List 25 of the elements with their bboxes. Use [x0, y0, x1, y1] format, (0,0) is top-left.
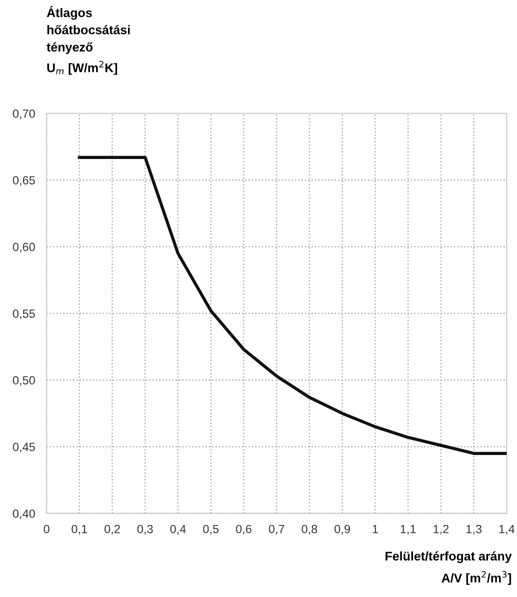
x-tick-label: 0,6	[236, 524, 252, 535]
x-tick-label: 0,8	[302, 524, 318, 535]
x-tick-label: 1,4	[499, 524, 515, 535]
x-tick-label: 0,7	[268, 524, 284, 535]
y-tick-label: 0,40	[12, 509, 35, 520]
x-tick-label: 0,3	[137, 524, 153, 535]
y-tick-label: 0,65	[12, 176, 35, 186]
x-tick-label: 0	[44, 524, 50, 534]
x-tick-label: 1,1	[400, 524, 416, 535]
x-tick-label: 0,9	[334, 524, 350, 535]
x-tick-label: 0,4	[170, 524, 186, 535]
y-tick-label: 0,50	[12, 376, 35, 386]
x-tick-label: 1,2	[434, 524, 449, 535]
x-tick-label: 0,5	[203, 524, 219, 535]
y-tick-label: 0,60	[12, 242, 35, 253]
y-tick-label: 0,45	[12, 442, 35, 453]
x-axis-title: Felület/térfogat arány A/V [m$^{2}$/m$^{3}$]	[386, 551, 512, 585]
y-tick-label: 0,55	[12, 309, 35, 320]
y-tick-label: 0,70	[12, 109, 35, 120]
x-tick-label: 1,3	[466, 524, 482, 535]
x-tick-label: 0,1	[72, 524, 88, 535]
y-axis-title: Átlagos hőátbocsátási tényező U$_{m}$ [W/m$^{2}$K]	[46, 6, 130, 75]
x-tick-label: 1	[372, 524, 378, 534]
x-tick-label: 0,2	[104, 524, 120, 535]
line-series	[78, 156, 507, 455]
